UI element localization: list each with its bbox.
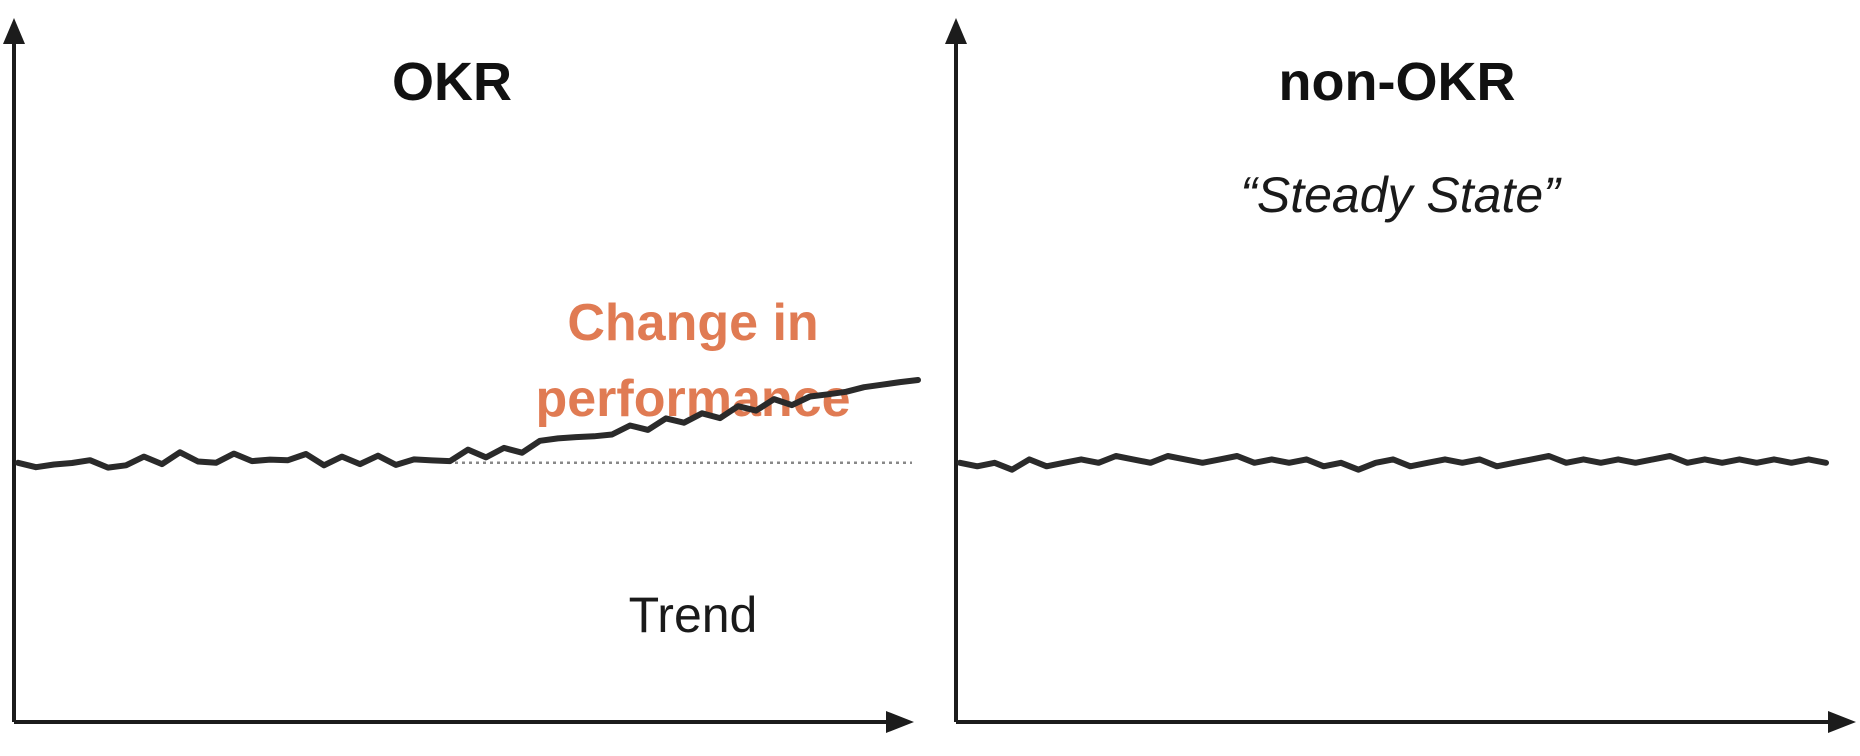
non-okr-panel: non-OKR “Steady State” bbox=[945, 18, 1856, 733]
non-okr-steady-series bbox=[957, 453, 1829, 473]
okr-callout-line-1: Change in bbox=[567, 294, 818, 352]
okr-performance-series bbox=[15, 377, 921, 471]
non-okr-x-axis-arrow-icon bbox=[1828, 711, 1856, 733]
non-okr-panel-subtitle: “Steady State” bbox=[1240, 167, 1562, 223]
okr-panel-title: OKR bbox=[392, 52, 512, 112]
okr-y-axis-arrow-icon bbox=[3, 18, 25, 44]
okr-panel: OKR Change in performance Trend bbox=[3, 18, 921, 733]
okr-trend-label: Trend bbox=[629, 587, 758, 643]
non-okr-y-axis-arrow-icon bbox=[945, 18, 967, 44]
non-okr-panel-title: non-OKR bbox=[1279, 52, 1516, 112]
okr-x-axis-arrow-icon bbox=[886, 711, 914, 733]
